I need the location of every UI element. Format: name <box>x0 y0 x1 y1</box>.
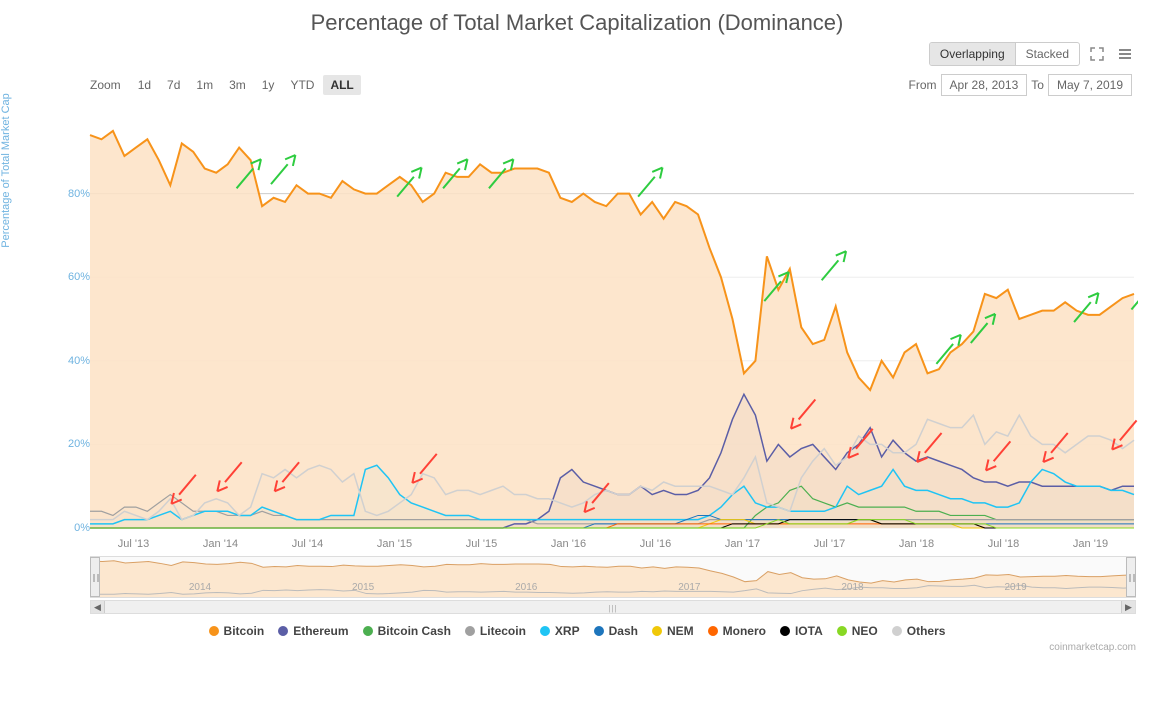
menu-icon[interactable] <box>1114 43 1136 65</box>
y-tick: 20% <box>60 438 90 450</box>
legend-item-iota[interactable]: IOTA <box>780 624 823 638</box>
chart-area: Percentage of Total Market Cap 0%20%40%6… <box>18 104 1136 534</box>
scroll-left-icon[interactable]: ◀ <box>91 601 105 613</box>
x-tick: Jul '14 <box>292 538 323 550</box>
zoom-1m[interactable]: 1m <box>189 75 220 95</box>
legend-dot <box>363 626 373 636</box>
zoom-1y[interactable]: 1y <box>255 75 282 95</box>
legend-dot <box>540 626 550 636</box>
x-tick: Jul '16 <box>640 538 671 550</box>
navigator-handle-left[interactable] <box>90 557 100 597</box>
legend-dot <box>892 626 902 636</box>
zoom-7d[interactable]: 7d <box>160 75 187 95</box>
x-tick: Jan '15 <box>377 538 412 550</box>
nav-year-tick: 2015 <box>352 582 374 593</box>
legend-dot <box>465 626 475 636</box>
zoom-ytd[interactable]: YTD <box>283 75 321 95</box>
mode-toggle: Overlapping Stacked <box>929 42 1080 66</box>
y-axis-label: Percentage of Total Market Cap <box>0 93 12 248</box>
legend-label: NEM <box>667 624 694 638</box>
legend-dot <box>837 626 847 636</box>
main-chart-svg[interactable] <box>18 104 1138 534</box>
navigator-svg <box>91 557 1135 597</box>
to-label: To <box>1031 78 1044 92</box>
x-tick: Jul '15 <box>466 538 497 550</box>
legend-item-monero[interactable]: Monero <box>708 624 766 638</box>
nav-year-tick: 2014 <box>189 582 211 593</box>
y-tick: 60% <box>60 271 90 283</box>
x-tick: Jul '13 <box>118 538 149 550</box>
chart-title: Percentage of Total Market Capitalizatio… <box>0 0 1154 42</box>
to-date-input[interactable]: May 7, 2019 <box>1048 74 1132 96</box>
fullscreen-icon[interactable] <box>1086 43 1108 65</box>
legend-item-bitcoin[interactable]: Bitcoin <box>209 624 265 638</box>
legend-item-neo[interactable]: NEO <box>837 624 878 638</box>
from-label: From <box>909 78 937 92</box>
zoom-all[interactable]: ALL <box>323 75 360 95</box>
navigator-scrollbar[interactable]: ◀ ||| ▶ <box>90 600 1136 614</box>
legend-label: NEO <box>852 624 878 638</box>
legend: Bitcoin Ethereum Bitcoin Cash Litecoin XRP Da… <box>0 614 1154 642</box>
mode-overlapping[interactable]: Overlapping <box>930 43 1016 65</box>
zoom-1d[interactable]: 1d <box>131 75 158 95</box>
legend-dot <box>708 626 718 636</box>
x-tick: Jan '17 <box>725 538 760 550</box>
navigator-handle-right[interactable] <box>1126 557 1136 597</box>
from-date-input[interactable]: Apr 28, 2013 <box>941 74 1028 96</box>
legend-dot <box>594 626 604 636</box>
nav-year-tick: 2017 <box>678 582 700 593</box>
legend-item-dash[interactable]: Dash <box>594 624 638 638</box>
y-tick: 0% <box>60 522 90 534</box>
nav-year-tick: 2019 <box>1005 582 1027 593</box>
zoom-label: Zoom <box>90 78 121 92</box>
legend-label: Dash <box>609 624 638 638</box>
x-tick: Jul '17 <box>814 538 845 550</box>
legend-dot <box>652 626 662 636</box>
mode-stacked[interactable]: Stacked <box>1016 43 1079 65</box>
legend-label: Ethereum <box>293 624 348 638</box>
legend-item-ethereum[interactable]: Ethereum <box>278 624 348 638</box>
legend-item-nem[interactable]: NEM <box>652 624 694 638</box>
legend-item-others[interactable]: Others <box>892 624 946 638</box>
legend-item-litecoin[interactable]: Litecoin <box>465 624 526 638</box>
x-tick: Jan '19 <box>1073 538 1108 550</box>
scroll-right-icon[interactable]: ▶ <box>1121 601 1135 613</box>
x-tick: Jul '18 <box>988 538 1019 550</box>
legend-item-bitcoin-cash[interactable]: Bitcoin Cash <box>363 624 451 638</box>
x-tick: Jan '14 <box>203 538 238 550</box>
y-tick: 40% <box>60 355 90 367</box>
nav-year-tick: 2018 <box>841 582 863 593</box>
legend-dot <box>209 626 219 636</box>
zoom-3m[interactable]: 3m <box>222 75 253 95</box>
navigator[interactable]: 2014 2015 2016 2017 2018 2019 <box>90 556 1136 598</box>
legend-label: Litecoin <box>480 624 526 638</box>
legend-label: Others <box>907 624 946 638</box>
legend-label: IOTA <box>795 624 823 638</box>
x-tick: Jan '16 <box>551 538 586 550</box>
legend-label: XRP <box>555 624 580 638</box>
scroll-grip: ||| <box>608 604 617 613</box>
x-tick: Jan '18 <box>899 538 934 550</box>
credit-text: coinmarketcap.com <box>0 642 1154 659</box>
y-tick: 80% <box>60 188 90 200</box>
top-toolbar: Overlapping Stacked <box>0 42 1154 72</box>
legend-label: Bitcoin Cash <box>378 624 451 638</box>
legend-label: Bitcoin <box>224 624 265 638</box>
zoom-toolbar: Zoom 1d7d1m3m1yYTDALL From Apr 28, 2013 … <box>0 72 1154 104</box>
nav-year-tick: 2016 <box>515 582 537 593</box>
legend-label: Monero <box>723 624 766 638</box>
legend-item-xrp[interactable]: XRP <box>540 624 580 638</box>
legend-dot <box>780 626 790 636</box>
legend-dot <box>278 626 288 636</box>
